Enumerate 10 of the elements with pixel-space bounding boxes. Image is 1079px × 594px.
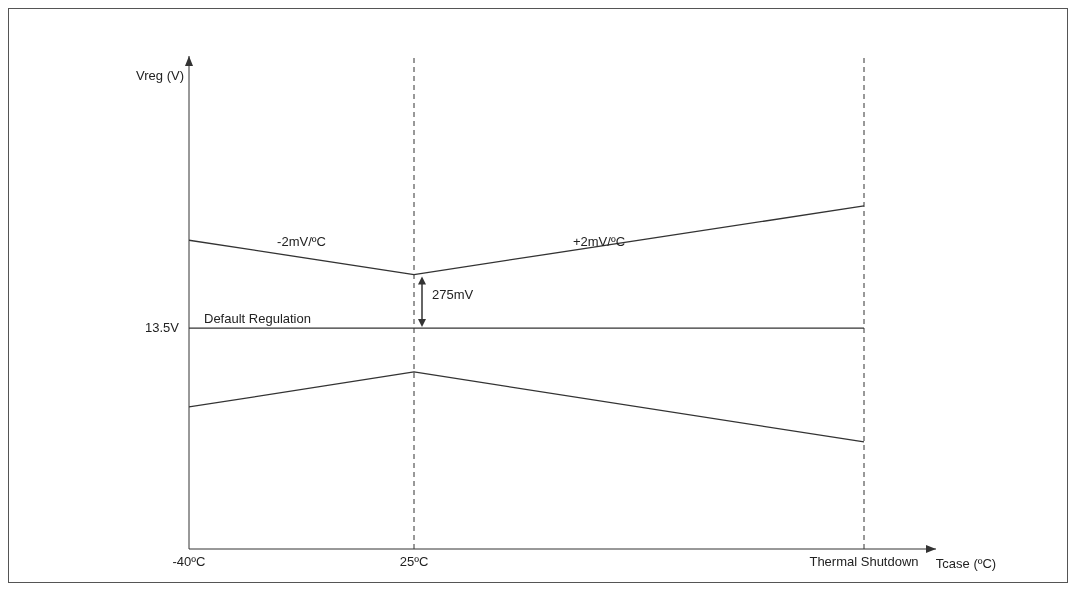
annotation: +2mV/ºC <box>571 234 627 250</box>
x-axis-title: Tcase (ºC) <box>935 556 997 571</box>
x-tick-label: -40ºC <box>172 554 206 570</box>
annotation: -2mV/ºC <box>276 234 327 250</box>
text: 13.5V <box>144 320 179 336</box>
text: Vreg (V) <box>135 68 184 83</box>
x-tick-label: 25ºC <box>399 554 429 570</box>
x-tick-label: Thermal Shutdown <box>809 554 919 570</box>
annotation: Default Regulation <box>204 311 312 327</box>
annotation: 275mV <box>432 287 475 303</box>
